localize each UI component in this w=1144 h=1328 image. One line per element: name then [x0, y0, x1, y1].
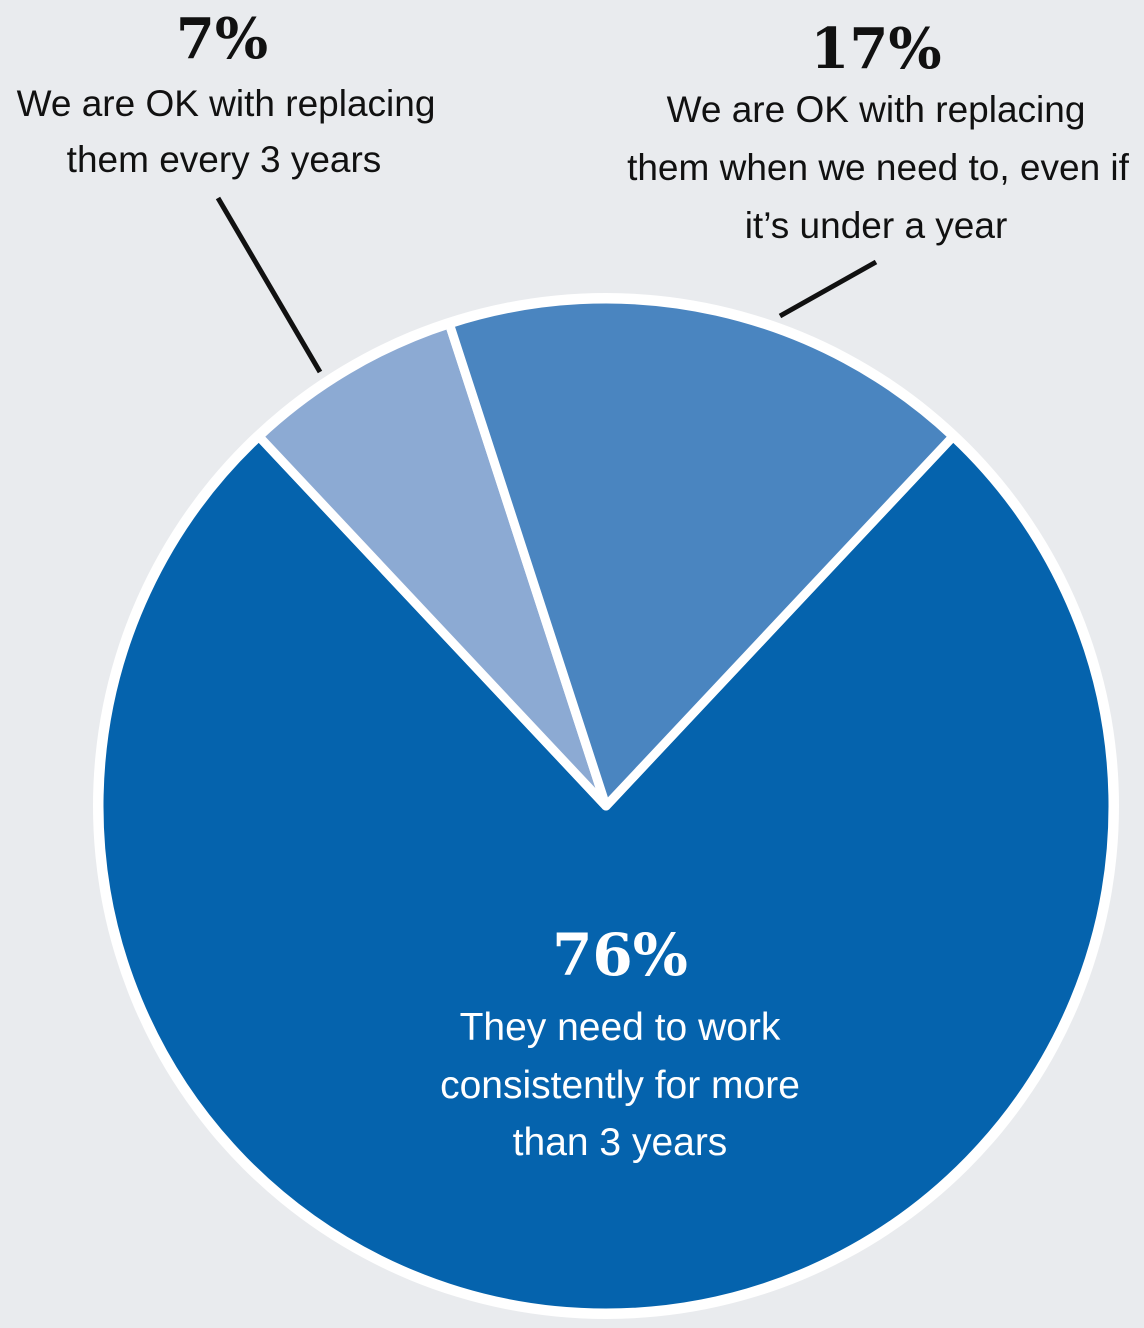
slices-layer — [93, 293, 1119, 1319]
slice-value-label: 76% — [552, 921, 688, 989]
slice-desc-line: it’s under a year — [745, 205, 1008, 246]
leader-line-17pct — [778, 259, 878, 319]
slice-label-7pct: 7% We are OK with replacing them every 3… — [17, 6, 436, 180]
slice-desc-line: them every 3 years — [67, 139, 382, 180]
slice-value-label: 7% — [176, 6, 268, 72]
slice-desc-line: We are OK with replacing — [17, 83, 436, 124]
slice-desc-line: They need to work — [460, 1006, 781, 1049]
pie-slice-7pct — [254, 319, 611, 811]
slice-value-label: 17% — [810, 16, 941, 82]
pie-slice-17pct — [444, 294, 958, 811]
slice-desc-line: them when we need to, even if — [627, 147, 1130, 188]
pie-slice-76pct — [94, 431, 1118, 1318]
slice-desc-line: consistently for more — [440, 1064, 800, 1107]
slice-label-76pct: 76% They need to work consistently for m… — [440, 921, 800, 1164]
slice-desc-line: We are OK with replacing — [667, 89, 1086, 130]
leader-lines-layer — [215, 196, 878, 374]
slice-desc-line: than 3 years — [513, 1121, 728, 1164]
slice-label-17pct: 17% We are OK with replacing them when w… — [627, 16, 1130, 246]
leader-line-7pct — [215, 196, 323, 374]
